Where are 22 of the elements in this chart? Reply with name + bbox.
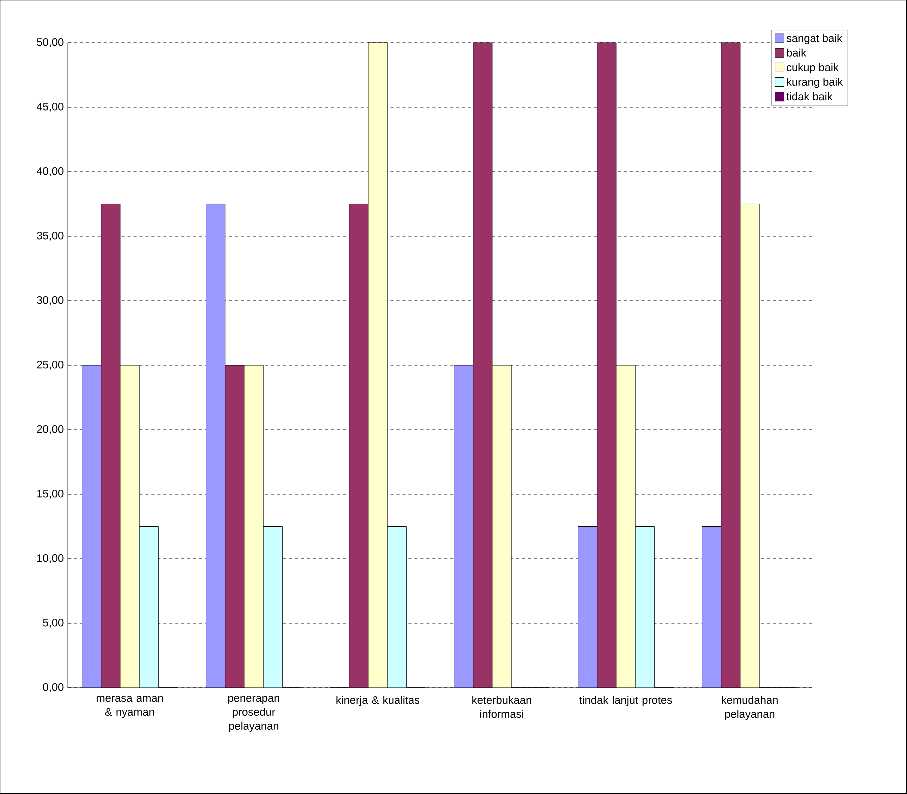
y-tick-label: 45,00	[36, 102, 64, 112]
y-tick-label: 0,00	[43, 683, 64, 693]
y-tick-label: 35,00	[37, 232, 64, 242]
x-tick-label: penerapan prosedur pelayanan	[228, 696, 280, 732]
y-tick-label: 10,00	[38, 554, 64, 564]
x-tick-label: merasa aman & nyaman	[96, 696, 164, 718]
legend-label: kurang baik	[787, 78, 844, 88]
legend-label: tidak baik	[786, 92, 833, 101]
y-tick-label: 50,00	[37, 38, 64, 48]
x-tick-label: keterbukaan informasi	[472, 696, 532, 718]
x-tick-label: kinerja & kualitas	[336, 696, 420, 706]
y-tick-label: 5,00	[43, 618, 64, 628]
legend-label: sangat baik	[786, 34, 843, 44]
x-tick-label: tindak lanjut protes	[580, 696, 672, 706]
x-tick-label: kemudahan pelayanan	[722, 696, 778, 720]
y-tick-label: 30,00	[37, 296, 64, 306]
legend-label: cukup baik	[786, 63, 839, 74]
y-tick-label: 15,00	[38, 490, 64, 500]
y-tick-label: 25,00	[37, 360, 64, 370]
legend-label: baik	[787, 48, 807, 57]
y-tick-label: 40,00	[36, 167, 64, 177]
y-tick-label: 20,00	[37, 425, 64, 435]
